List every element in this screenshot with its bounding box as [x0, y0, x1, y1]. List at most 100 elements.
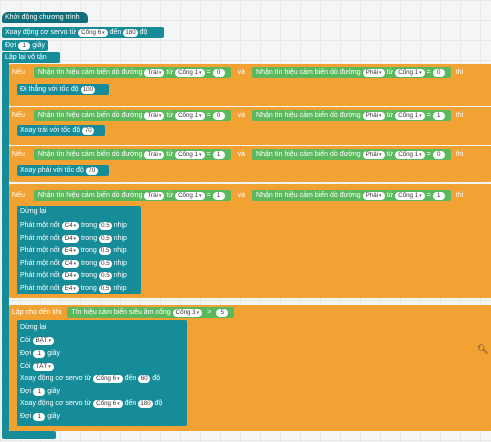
- magnifier-icon[interactable]: 🔍︎: [477, 344, 489, 354]
- value-input[interactable]: 1: [432, 111, 445, 120]
- side-dropdown[interactable]: Phải: [362, 150, 385, 159]
- wait-block-2[interactable]: Đợi 1 giây: [17, 348, 63, 359]
- turn-left-block[interactable]: Xoay trái với tốc độ 70: [17, 125, 105, 136]
- sonar-condition[interactable]: Tín hiệu cảm biến siêu âm cổng Cổng 3 > …: [67, 307, 235, 318]
- port-dropdown[interactable]: Cổng 1: [175, 111, 205, 120]
- side-dropdown[interactable]: Trái: [144, 68, 165, 77]
- note-dropdown[interactable]: E4: [61, 284, 79, 293]
- cond-left[interactable]: Nhận tín hiệu cảm biến dò đường Trái từ …: [33, 67, 231, 78]
- port-dropdown[interactable]: Cổng 1: [395, 111, 425, 120]
- from-label: từ: [166, 69, 174, 76]
- speed-input[interactable]: 100: [80, 85, 96, 94]
- wait-block-4[interactable]: Đợi 1 giây: [17, 411, 63, 422]
- wait-block[interactable]: Đợi 1 giây: [2, 40, 48, 51]
- wait-unit: giây: [32, 42, 46, 49]
- cond-right[interactable]: Nhận tín hiệu cảm biến dò đường Phải từ …: [252, 110, 451, 121]
- port-dropdown[interactable]: Cổng 6: [93, 399, 123, 408]
- buzzer-state-dropdown[interactable]: TẮT: [32, 362, 54, 371]
- cond-text: Nhận tín hiệu cảm biến dò đường: [256, 192, 361, 199]
- equals: =: [206, 69, 211, 76]
- servo-block-3[interactable]: Xoay động cơ servo từ Cổng 6 đến 180 độ: [17, 398, 181, 409]
- wait-input[interactable]: 1: [33, 387, 46, 396]
- port-dropdown[interactable]: Cổng 1: [175, 68, 205, 77]
- start-label: Khởi động chương trình: [5, 14, 80, 21]
- start-block[interactable]: Khởi động chương trình: [2, 12, 88, 23]
- degree-input[interactable]: 60: [138, 374, 151, 383]
- port-dropdown[interactable]: Cổng 6: [78, 28, 108, 37]
- port-dropdown[interactable]: Cổng 6: [93, 374, 123, 383]
- cond-left[interactable]: Nhận tín hiệu cảm biến dò đường Trái từ …: [33, 110, 231, 121]
- port-dropdown[interactable]: Cổng 1: [395, 191, 425, 200]
- beat-input[interactable]: 0.5: [98, 246, 112, 255]
- servo-block[interactable]: Xoay động cơ servo từ Cổng 6 đến 180 độ: [2, 27, 164, 38]
- side-dropdown[interactable]: Trái: [144, 111, 165, 120]
- wait-input[interactable]: 1: [33, 349, 46, 358]
- forever-loop-block[interactable]: [2, 52, 9, 438]
- go-straight-block[interactable]: Đi thẳng với tốc độ 100: [17, 84, 109, 95]
- then-label: thì: [455, 192, 464, 199]
- value-input[interactable]: 0: [432, 68, 445, 77]
- cond-left[interactable]: Nhận tín hiệu cảm biến dò đường Trái từ …: [33, 190, 231, 201]
- value-input[interactable]: 0: [212, 111, 225, 120]
- port-dropdown[interactable]: Cổng 1: [175, 191, 205, 200]
- side-dropdown[interactable]: Phải: [362, 191, 385, 200]
- wait-label: Đợi: [20, 388, 32, 395]
- degree-input[interactable]: 180: [123, 28, 138, 37]
- then-label: thì: [455, 151, 464, 158]
- stop-block[interactable]: Dừng lại: [17, 206, 57, 217]
- port-dropdown[interactable]: Cổng 3: [172, 308, 203, 317]
- degree-input[interactable]: 180: [138, 399, 153, 408]
- value-input[interactable]: 1: [212, 191, 225, 200]
- value-input[interactable]: 1: [432, 191, 445, 200]
- beat-input[interactable]: 0.5: [98, 284, 112, 293]
- wait-block-3[interactable]: Đợi 1 giây: [17, 386, 63, 397]
- threshold-input[interactable]: 5: [216, 308, 229, 317]
- speed-input[interactable]: 70: [85, 166, 98, 175]
- value-input[interactable]: 0: [212, 68, 225, 77]
- repeat-until-label: Lặp cho đến khi: [12, 309, 62, 316]
- beat-input[interactable]: 0.5: [99, 271, 112, 280]
- cond-right[interactable]: Nhận tín hiệu cảm biến dò đường Phải từ …: [252, 67, 451, 78]
- forever-loop-header[interactable]: Lặp lại vô tận: [2, 52, 60, 63]
- cond-left[interactable]: Nhận tín hiệu cảm biến dò đường Trái từ …: [33, 149, 231, 160]
- cond-right[interactable]: Nhận tín hiệu cảm biến dò đường Phải từ …: [252, 190, 451, 201]
- port-dropdown[interactable]: Cổng 1: [395, 68, 425, 77]
- if-header-4: Nếu Nhận tín hiệu cảm biến dò đường Trái…: [9, 190, 467, 201]
- note-dropdown[interactable]: D4: [61, 234, 80, 243]
- wait-input[interactable]: 1: [18, 41, 31, 50]
- value-input[interactable]: 1: [212, 150, 225, 159]
- side-dropdown[interactable]: Trái: [144, 150, 165, 159]
- speed-input[interactable]: 70: [82, 126, 95, 135]
- side-dropdown[interactable]: Phải: [362, 68, 385, 77]
- beat-input[interactable]: 0.5: [99, 221, 112, 230]
- note-dropdown[interactable]: C4: [61, 221, 80, 230]
- buzzer-off-block[interactable]: Còi TẮT: [17, 361, 61, 372]
- beat-input[interactable]: 0.5: [99, 259, 112, 268]
- turn-right-block[interactable]: Xoay phải với tốc độ 70: [17, 165, 109, 176]
- equals: =: [206, 192, 211, 199]
- note-dropdown[interactable]: C4: [61, 259, 80, 268]
- buzzer-on-block[interactable]: Còi BẬT: [17, 335, 61, 346]
- note-dropdown[interactable]: E4: [61, 246, 79, 255]
- note-dropdown[interactable]: D4: [61, 271, 80, 280]
- port-dropdown[interactable]: Cổng 1: [395, 150, 425, 159]
- cond-right[interactable]: Nhận tín hiệu cảm biến dò đường Phải từ …: [252, 149, 451, 160]
- cond-text: Nhận tín hiệu cảm biến dò đường: [256, 151, 361, 158]
- buzzer-state-dropdown[interactable]: BẬT: [32, 336, 55, 345]
- servo-block-2[interactable]: Xoay động cơ servo từ Cổng 6 đến 60 độ: [17, 373, 177, 384]
- beat-input[interactable]: 0.5: [99, 234, 112, 243]
- and-label: và: [237, 69, 246, 76]
- value-input[interactable]: 0: [432, 150, 445, 159]
- port-dropdown[interactable]: Cổng 1: [175, 150, 205, 159]
- side-dropdown[interactable]: Phải: [362, 111, 385, 120]
- wait-input[interactable]: 1: [33, 412, 46, 421]
- stop-block-2[interactable]: Dừng lại: [17, 322, 57, 333]
- side-dropdown[interactable]: Trái: [144, 191, 165, 200]
